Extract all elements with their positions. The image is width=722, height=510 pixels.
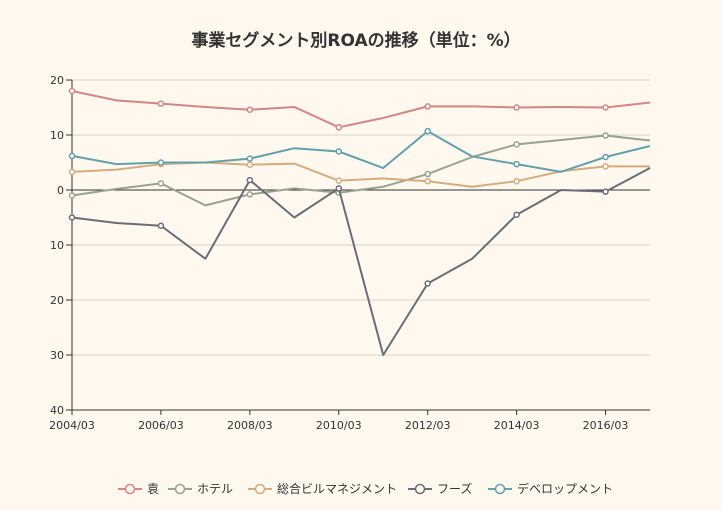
data-point <box>424 177 431 185</box>
axes: 20 10 0 10 20 30 40 2004/03 2006/03 2008/03 2010/0… <box>49 74 650 432</box>
data-point <box>246 161 254 168</box>
data-point <box>424 127 431 135</box>
legend-label: フーズ <box>437 481 472 496</box>
y-tick-label: 0 <box>57 184 64 197</box>
x-tick-label: 2008/03 <box>227 419 273 432</box>
data-point <box>335 177 343 184</box>
data-point <box>513 211 520 218</box>
data-point <box>602 188 609 195</box>
data-point <box>157 180 165 187</box>
legend-marker <box>254 483 266 495</box>
data-point <box>157 100 165 107</box>
chart-title: 事業セグメント別ROAの推移（単位：%） <box>191 30 520 51</box>
series-line-1 <box>71 134 651 207</box>
series-line-4 <box>71 130 651 173</box>
y-tick-label: 40 <box>50 404 64 417</box>
data-point <box>602 104 609 111</box>
data-point <box>602 153 609 161</box>
y-tick-label: 10 <box>50 129 64 142</box>
y-tick-label: 30 <box>50 349 64 362</box>
legend-marker <box>414 483 426 495</box>
data-point <box>68 214 76 221</box>
series-line-3 <box>71 167 651 356</box>
legend-label: 総合ビルマネジメント <box>277 481 397 496</box>
legend-item-1[interactable]: ホテル <box>168 482 233 496</box>
legend-item-0[interactable]: 袁 <box>118 482 159 496</box>
legend-item-2[interactable]: 総合ビルマネジメント <box>248 481 397 496</box>
data-point <box>513 104 520 111</box>
legend-item-4[interactable]: デベロップメント <box>488 481 613 496</box>
x-tick-label: 2010/03 <box>316 419 362 432</box>
legend-label: デベロップメント <box>517 481 613 496</box>
data-point <box>513 160 520 168</box>
legend-item-3[interactable]: フーズ <box>408 481 472 496</box>
legend-marker <box>494 483 506 495</box>
y-tick-label: 20 <box>50 74 64 87</box>
data-point <box>335 185 343 192</box>
x-tick-label: 2012/03 <box>405 419 451 432</box>
x-tick-label: 2004/03 <box>49 419 95 432</box>
x-tick-label: 2016/03 <box>583 419 629 432</box>
data-point <box>602 132 609 139</box>
data-point <box>246 155 254 162</box>
legend-marker <box>174 483 186 495</box>
data-point <box>68 168 76 176</box>
legend[interactable]: 袁 ホテル 総合ビルマネジメント フーズ デベロップメント <box>118 481 613 496</box>
data-point <box>513 177 520 185</box>
data-point <box>246 106 254 113</box>
data-point <box>513 141 520 148</box>
data-point <box>424 103 431 110</box>
legend-label: ホテル <box>197 482 233 496</box>
series-line-2 <box>71 161 650 188</box>
data-point <box>246 191 254 198</box>
y-tick-label: 20 <box>50 294 64 307</box>
y-tick-label: 10 <box>50 239 64 252</box>
data-point <box>157 222 165 229</box>
data-point <box>246 176 254 184</box>
data-point <box>68 152 76 160</box>
data-point <box>157 159 165 166</box>
legend-marker <box>124 483 136 495</box>
x-tick-label: 2006/03 <box>138 419 184 432</box>
series-group <box>68 87 651 356</box>
data-point <box>335 148 343 155</box>
gridlines <box>72 79 650 411</box>
legend-label: 袁 <box>147 482 159 496</box>
data-point <box>602 163 609 170</box>
series-line-0 <box>71 90 651 129</box>
data-point <box>68 87 76 95</box>
data-point <box>424 280 431 287</box>
data-point <box>335 124 343 131</box>
data-point <box>424 170 431 178</box>
data-point <box>68 192 76 199</box>
x-tick-label: 2014/03 <box>494 419 540 432</box>
